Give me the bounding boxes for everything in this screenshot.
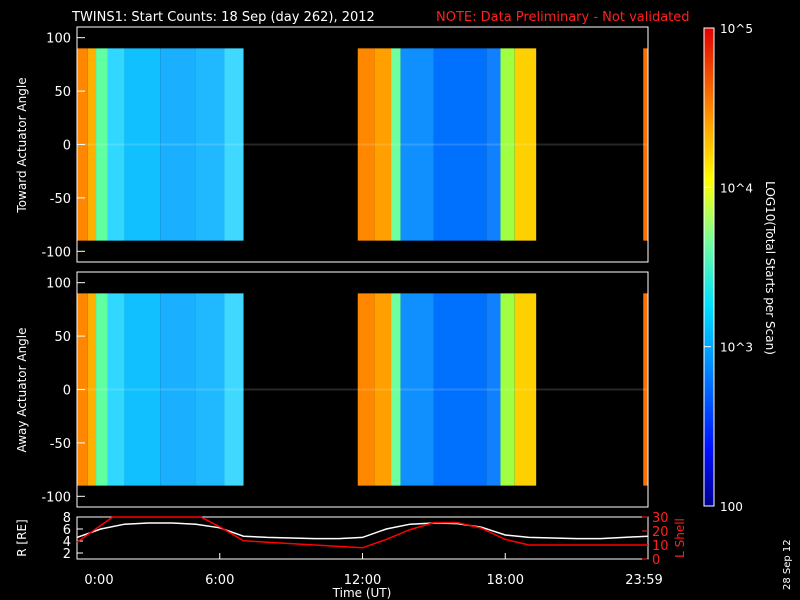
chart-title: TWINS1: Start Counts: 18 Sep (day 262), …: [71, 10, 375, 25]
ylabel-away: Away Actuator Angle: [15, 327, 29, 452]
xlabel-time: Time (UT): [332, 586, 392, 600]
ytick-label: 50: [54, 330, 71, 345]
ytick-label: 50: [54, 85, 71, 100]
y2tick-label: 20: [652, 525, 669, 540]
xtick-label: 0:00: [84, 573, 113, 588]
colorbar-label: LOG10(Total Starts per Scan): [763, 181, 777, 355]
heatmap-column: [357, 293, 375, 486]
y2tick-label: 0: [652, 553, 660, 568]
ylabel-lshell: L Shell: [673, 518, 687, 558]
heatmap-toward-data: [77, 48, 648, 241]
xtick-label: 23:59: [625, 573, 662, 588]
heatmap-column: [500, 293, 515, 486]
series-line: [76, 522, 649, 540]
heatmap-column: [433, 293, 487, 486]
heatmap-panel-toward: 100 50 0 -50 -100 Toward Actuator Angle: [15, 26, 649, 263]
heatmap-column: [514, 48, 537, 241]
date-stamp: 28 Sep 12: [782, 539, 793, 590]
heatmap-column: [643, 48, 648, 241]
heatmap-column: [107, 293, 125, 486]
heatmap-column: [400, 293, 434, 486]
y2tick-label: 30: [652, 511, 669, 526]
colorbar-tick-label: 10^4: [720, 181, 753, 195]
heatmap-column: [107, 48, 125, 241]
ytick-label: 0: [63, 139, 71, 154]
y2tick-label: 10: [652, 539, 669, 554]
y-axis-away: 100 50 0 -50 -100: [41, 277, 85, 505]
series-line: [76, 516, 648, 549]
heatmap-column: [486, 293, 501, 486]
ytick-label: -100: [41, 245, 71, 260]
heatmap-column: [160, 48, 196, 241]
heatmap-panel-away: 100 50 0 -50 -100 Away Actuator Angle: [15, 271, 649, 508]
ytick-label: 2: [63, 547, 71, 562]
ytick-label: -50: [50, 437, 71, 452]
ytick-label: 100: [46, 32, 71, 47]
ytick-label: 4: [63, 535, 71, 550]
heatmap-column: [357, 48, 375, 241]
heatmap-away-data: [77, 293, 648, 486]
heatmap-column: [124, 48, 161, 241]
colorbar-scale: [703, 27, 715, 507]
heatmap-column: [124, 293, 161, 486]
xtick-label: 18:00: [487, 573, 524, 588]
heatmap-column: [195, 48, 225, 241]
heatmap-column: [160, 293, 196, 486]
heatmap-column: [374, 293, 392, 486]
orbit-lines: [76, 516, 649, 549]
xtick-label: 6:00: [205, 573, 234, 588]
colorbar-tick-label: 100: [720, 500, 743, 514]
heatmap-column: [643, 293, 648, 486]
xtick-label: 12:00: [344, 573, 381, 588]
ytick-label: 6: [63, 523, 71, 538]
heatmap-column: [486, 48, 501, 241]
ytick-label: 0: [63, 384, 71, 399]
ytick-label: 100: [46, 277, 71, 292]
heatmap-column: [87, 293, 97, 486]
ylabel-r: R [RE]: [15, 519, 29, 556]
heatmap-column: [87, 48, 97, 241]
colorbar-ticks: 10^5 10^4 10^3 100: [704, 22, 753, 514]
heatmap-column: [96, 48, 108, 241]
heatmap-column: [195, 293, 225, 486]
ylabel-toward: Toward Actuator Angle: [15, 77, 29, 213]
heatmap-column: [391, 293, 401, 486]
heatmap-column: [224, 48, 244, 241]
heatmap-column: [374, 48, 392, 241]
heatmap-column: [500, 48, 515, 241]
ytick-label: -50: [50, 192, 71, 207]
colorbar: 10^5 10^4 10^3 100 LOG10(Total Starts per S…: [703, 22, 777, 514]
y-axis-toward: 100 50 0 -50 -100: [41, 32, 85, 260]
heatmap-column: [433, 48, 487, 241]
heatmap-column: [96, 293, 108, 486]
colorbar-tick-label: 10^5: [720, 22, 753, 36]
ytick-label: -100: [41, 490, 71, 505]
heatmap-column: [400, 48, 434, 241]
heatmap-column: [514, 293, 537, 486]
ytick-label: 8: [63, 511, 71, 526]
heatmap-column: [391, 48, 401, 241]
preliminary-note: NOTE: Data Preliminary - Not validated: [436, 10, 690, 25]
heatmap-column: [224, 293, 244, 486]
colorbar-tick-label: 10^3: [720, 341, 753, 355]
